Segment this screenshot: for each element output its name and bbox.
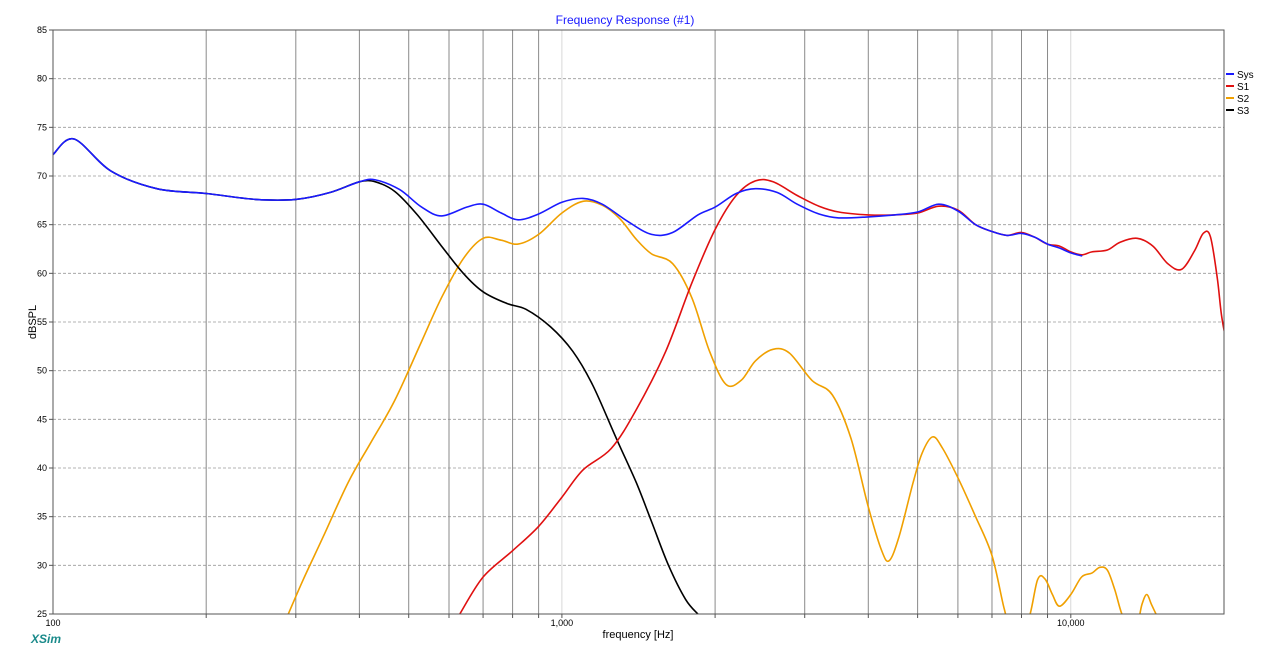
- series-line-s2: [287, 200, 1157, 614]
- x-axis-label: frequency [Hz]: [603, 629, 674, 641]
- chart-title: Frequency Response (#1): [556, 13, 695, 27]
- legend-label-s2: S2: [1237, 94, 1250, 105]
- legend-label-s1: S1: [1237, 82, 1250, 93]
- xsim-logo: XSim: [30, 632, 61, 646]
- y-tick-label: 65: [37, 220, 47, 230]
- y-tick-label: 30: [37, 560, 47, 570]
- x-tick-label: 1,000: [551, 618, 574, 628]
- y-tick-label: 40: [37, 463, 47, 473]
- tick-layer: 25 30 35 40 45 50 55 60 65 70 75 80 85 100 1,000 10,000: [37, 25, 1085, 628]
- y-tick-label: 70: [37, 171, 47, 181]
- y-tick-label: 55: [37, 317, 47, 327]
- y-tick-label: 85: [37, 25, 47, 35]
- y-tick-label: 35: [37, 512, 47, 522]
- series-layer: [53, 137, 1224, 614]
- y-tick-label: 75: [37, 122, 47, 132]
- y-tick-label: 50: [37, 366, 47, 376]
- y-axis-label: dBSPL: [27, 305, 39, 339]
- y-tick-label: 80: [37, 74, 47, 84]
- legend-label-sys: Sys: [1237, 70, 1254, 81]
- x-tick-label: 100: [45, 618, 60, 628]
- y-tick-label: 25: [37, 609, 47, 619]
- legend-label-s3: S3: [1237, 106, 1250, 117]
- y-tick-label: 60: [37, 268, 47, 278]
- series-line-sys: [53, 137, 1083, 257]
- x-tick-label: 10,000: [1057, 618, 1085, 628]
- y-tick-label: 45: [37, 414, 47, 424]
